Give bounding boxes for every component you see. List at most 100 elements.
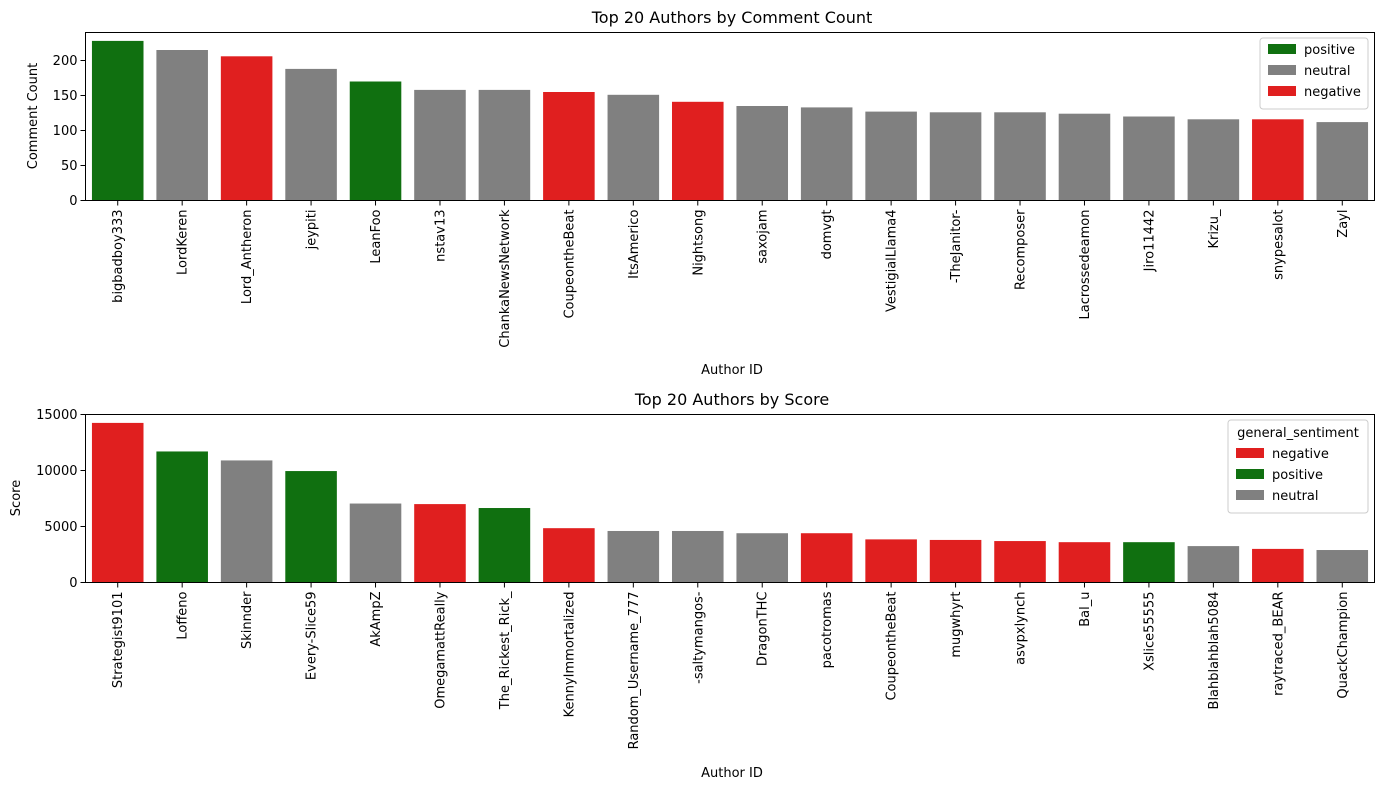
y-tick-label: 50 [61,159,78,174]
bar-raytraced_BEAR [1252,548,1304,583]
x-tick-label: KennyImmortalized [562,592,577,718]
x-tick-label: asvpxlynch [1014,592,1029,665]
x-tick-label: OmegamattReally [433,591,448,709]
bar-Lord_Antheron [220,56,273,201]
x-tick-label: Recomposer [1014,209,1029,290]
x-tick-label: bigbadboy333 [111,210,126,303]
legend-swatch-neutral [1236,490,1264,500]
legend: general_sentiment negative positive neutral [1227,419,1369,514]
legend-label-negative: negative [1272,447,1329,462]
x-tick-label: pacotromas [820,591,835,668]
bar-domvgt [800,107,853,201]
x-tick-label: ChankaNewsNetwork [498,209,513,348]
bar-QuackChampion [1316,550,1369,583]
chart-title: Top 20 Authors by Comment Count [591,8,873,27]
bar-Jiro11442 [1123,116,1175,201]
bar-LordKeren [156,50,208,201]
bar-ChankaNewsNetwork [478,89,531,201]
x-tick-label: Zayl [1336,210,1351,238]
bar-ItsAmerico [607,94,660,201]
bar-CoupeontheBeat [543,92,595,201]
x-tick-label: Lacrossedeamon [1078,210,1093,320]
bar-Zayl [1316,122,1369,201]
y-tick-label: 150 [53,89,78,104]
x-tick-label: LordKeren [176,210,191,276]
x-tick-label: Every-Slice59 [305,592,320,681]
x-tick-label: Lord_Antheron [240,210,255,305]
x-tick-label: Krizu_ [1207,209,1222,249]
x-tick-label: CoupeontheBeat [562,210,577,319]
x-tick-label: ItsAmerico [627,209,642,278]
legend-swatch-positive [1236,469,1264,479]
x-tick-label: Xslice55555 [1142,592,1157,671]
x-tick-label: DragonTHC [756,592,771,667]
bar-asvpxlynch [994,541,1046,583]
bar-Nightsong [671,101,724,201]
x-tick-label: saxojam [756,210,771,264]
bar-VestigialLlama4 [865,111,917,201]
bar-LeanFoo [349,81,402,201]
x-tick-label: jeypiti [305,210,320,251]
bar-Lacrossedeamon [1058,113,1111,201]
x-tick-label: snypesalot [1271,210,1286,280]
legend-box [1227,419,1369,514]
x-tick-label: Strategist9101 [111,592,126,689]
x-tick-label: VestigialLlama4 [885,210,900,313]
bar-snypesalot [1252,119,1304,201]
legend-swatch-negative [1268,86,1296,96]
x-tick-label: Skinnder [240,591,255,649]
legend-swatch-positive [1268,44,1296,54]
legend-label-negative: negative [1304,85,1361,100]
y-tick-label: 100 [53,124,78,139]
bar-Xslice55555 [1123,542,1175,583]
x-tick-label: Random_Username_777 [627,592,642,750]
bar-OmegamattReally [414,504,466,583]
x-tick-label: LeanFoo [369,209,384,263]
x-tick-label: domvgt [820,210,835,260]
bar-Loffeno [156,451,208,583]
bar-Every-Slice59 [285,471,337,583]
legend-label-neutral: neutral [1304,64,1351,79]
x-tick-label: -saltymangos- [691,591,706,684]
x-tick-label: Blahblahblah5084 [1207,592,1222,710]
x-tick-label: Nightsong [691,210,706,276]
x-axis-label: Author ID [701,363,763,378]
bar-nstav13 [414,89,466,201]
bar-mugwhyrt [929,539,982,583]
plot-frame [85,414,1375,583]
bar-Skinnder [220,460,273,583]
bar-pacotromas [800,533,853,583]
bar-Recomposer [994,112,1046,201]
y-tick-label: 0 [69,576,77,591]
bar-Strategist9101 [91,422,144,583]
bar--saltymangos- [671,530,724,583]
chart-title: Top 20 Authors by Score [634,390,829,409]
bar-Krizu_ [1187,119,1240,201]
y-tick-label: 10000 [36,464,77,479]
y-tick-label: 200 [53,54,78,69]
y-tick-label: 15000 [36,408,77,423]
x-tick-label: mugwhyrt [949,592,964,658]
bar-saxojam [736,106,789,201]
x-tick-label: QuackChampion [1336,592,1351,699]
bar-KennyImmortalized [543,528,595,583]
x-tick-label: raytraced_BEAR [1271,592,1286,696]
y-tick-label: 5000 [44,520,77,535]
x-tick-label: Loffeno [176,591,191,639]
legend-swatch-neutral [1268,65,1296,75]
legend-label-positive: positive [1304,43,1355,58]
bar-jeypiti [285,68,337,201]
x-tick-label: -TheJanitor- [949,209,964,283]
plot-frame [85,32,1375,201]
bar-DragonTHC [736,533,789,583]
score-chart: Top 20 Authors by Score 050001000015000 … [9,390,1375,781]
x-tick-label: Jiro11442 [1142,210,1157,273]
y-axis-label: Comment Count [26,63,41,169]
comment-count-chart: Top 20 Authors by Comment Count 0 50 100 15… [26,8,1375,378]
x-tick-label: Bal_u [1078,592,1093,627]
x-axis-label: Author ID [701,766,763,781]
bar-AkAmpZ [349,503,402,583]
bar-Blahblahblah5084 [1187,546,1240,583]
legend-title: general_sentiment [1237,426,1359,441]
